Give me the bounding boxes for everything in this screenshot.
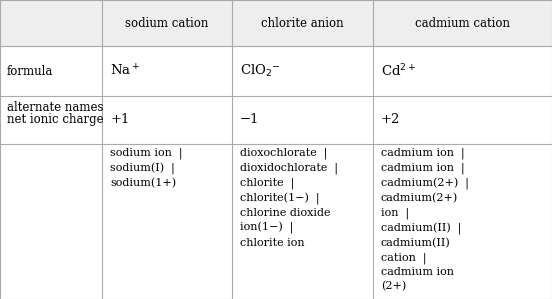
Text: alternate names: alternate names: [7, 101, 103, 114]
FancyBboxPatch shape: [0, 0, 102, 46]
Text: net ionic charge: net ionic charge: [7, 113, 103, 126]
Text: +1: +1: [110, 113, 130, 126]
Text: dioxochlorate  |
dioxidochlorate  |
chlorite  |
chlorite(1−)  |
chlorine dioxide: dioxochlorate | dioxidochlorate | chlori…: [240, 147, 338, 248]
Text: chlorite anion: chlorite anion: [261, 17, 343, 30]
Text: cadmium ion  |
cadmium ion  |
cadmium(2+)  |
cadmium(2+)
ion  |
cadmium(II)  |
c: cadmium ion | cadmium ion | cadmium(2+) …: [381, 147, 469, 292]
Text: cadmium cation: cadmium cation: [415, 17, 510, 30]
Text: −1: −1: [240, 113, 259, 126]
Text: ClO$_2$$^{-}$: ClO$_2$$^{-}$: [240, 63, 280, 79]
Text: sodium cation: sodium cation: [125, 17, 209, 30]
Text: Cd$^{2+}$: Cd$^{2+}$: [381, 63, 416, 79]
FancyBboxPatch shape: [232, 0, 373, 46]
Text: Na$^+$: Na$^+$: [110, 63, 141, 79]
FancyBboxPatch shape: [102, 0, 232, 46]
FancyBboxPatch shape: [373, 0, 552, 46]
Text: formula: formula: [7, 65, 53, 77]
Text: +2: +2: [381, 113, 400, 126]
Text: sodium ion  |
sodium(I)  |
sodium(1+): sodium ion | sodium(I) | sodium(1+): [110, 147, 183, 189]
